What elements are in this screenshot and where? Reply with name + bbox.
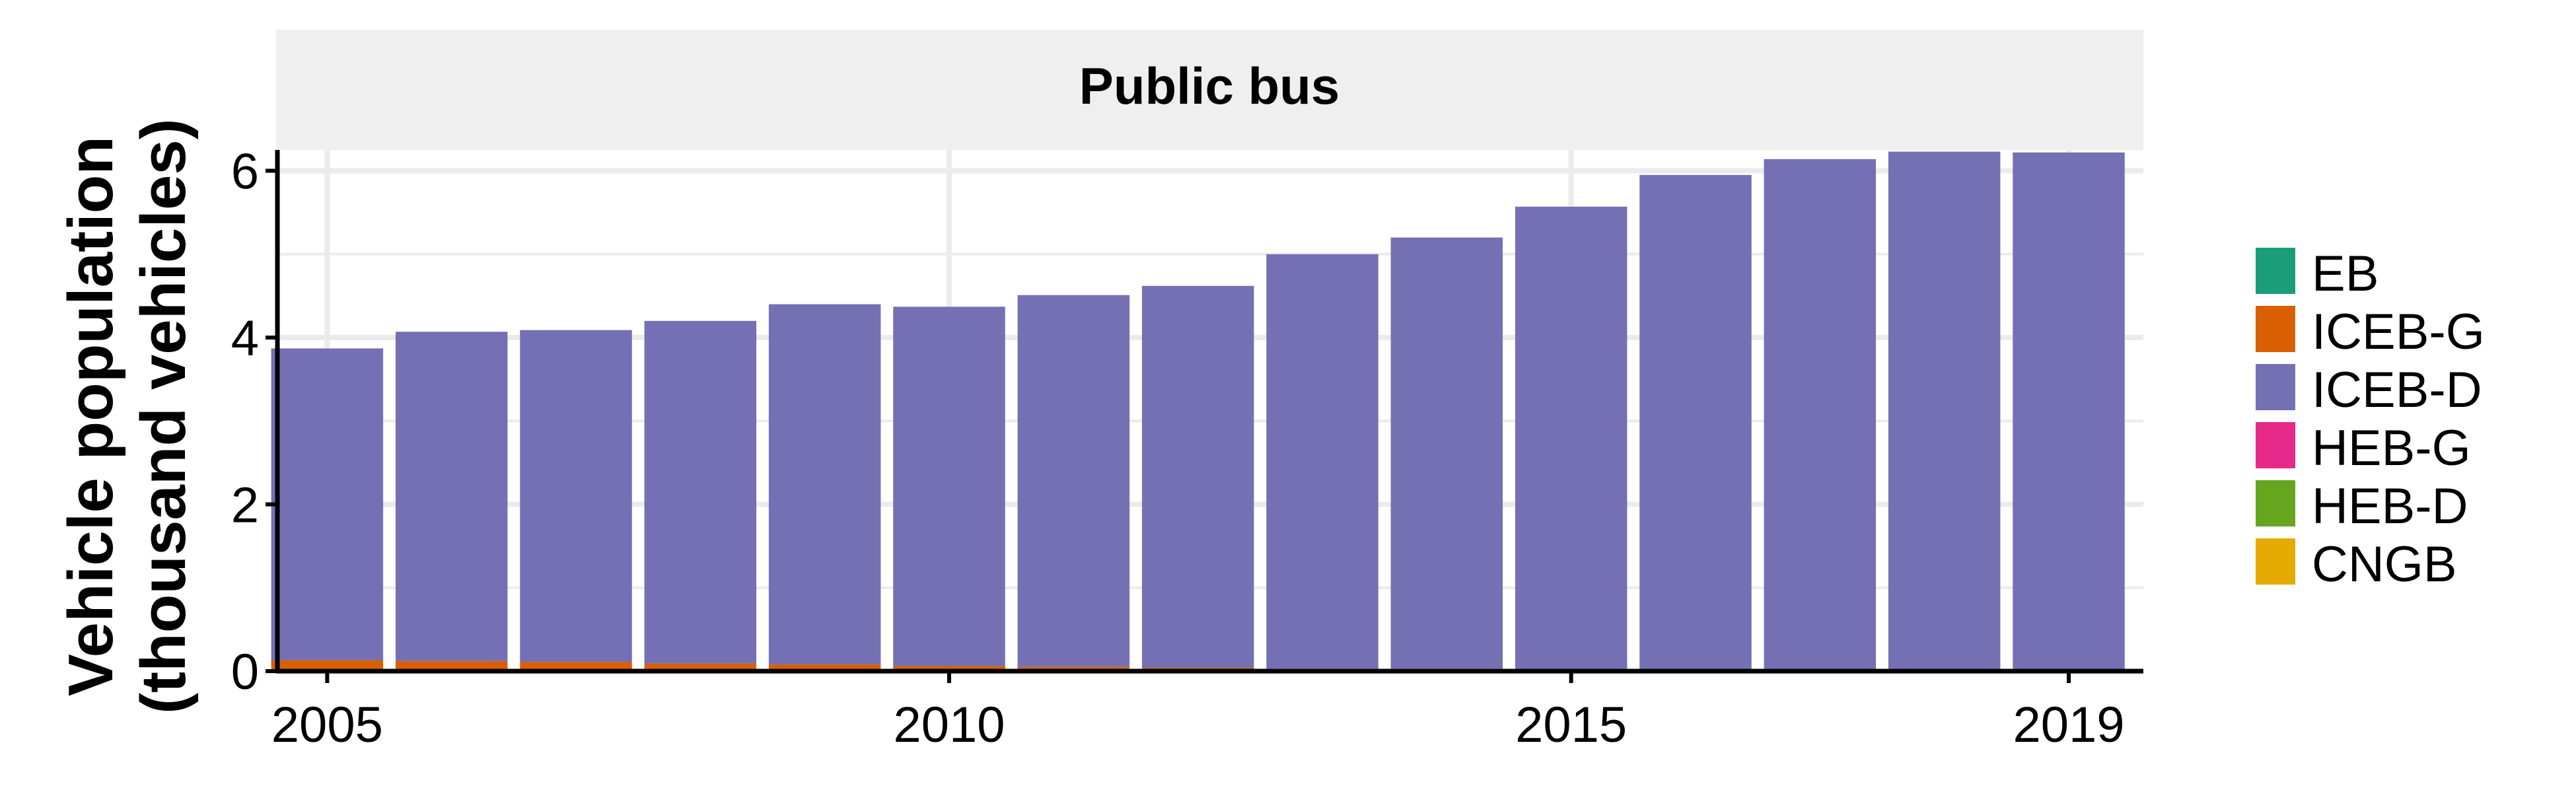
- y-tick-label: 0: [231, 644, 259, 700]
- bar-2010-iceb-g: [893, 666, 1005, 671]
- legend-key-iceb-d: [2256, 364, 2295, 410]
- bars-layer: [271, 151, 2125, 671]
- legend-label-eb: EB: [2312, 246, 2379, 302]
- y-tick-label: 4: [231, 310, 259, 367]
- legend-label-iceb-g: ICEB-G: [2312, 304, 2485, 360]
- bar-2009-iceb-g: [768, 664, 881, 671]
- y-tick-label: 2: [231, 478, 259, 534]
- bar-2012-iceb-d: [1141, 285, 1254, 668]
- bar-2006-iceb-d: [395, 332, 508, 661]
- legend-label-heb-d: HEB-D: [2312, 478, 2468, 534]
- bar-2010-iceb-d: [893, 307, 1005, 667]
- bar-2009-iceb-d: [768, 304, 881, 665]
- strip-background: [276, 30, 2143, 150]
- bar-2015-iceb-d: [1515, 206, 1628, 670]
- y-tick-label: 6: [231, 144, 259, 200]
- bar-2018-iceb-d: [1888, 151, 2001, 670]
- bar-2008-iceb-g: [644, 663, 757, 671]
- legend-key-cngb: [2256, 538, 2295, 585]
- bar-2014-iceb-d: [1390, 237, 1503, 669]
- bar-2005-iceb-g: [271, 660, 384, 671]
- x-tick-label: 2015: [1515, 697, 1627, 753]
- bar-2019-iceb-d: [2013, 152, 2125, 670]
- bar-2011-iceb-d: [1017, 295, 1130, 667]
- axis-layer: 0 2 4 6 2005 2010 2015 2019: [231, 144, 2125, 753]
- legend-key-heb-d: [2256, 480, 2295, 526]
- bar-2017-iceb-d: [1764, 159, 1877, 670]
- y-axis-label-line1: Vehicle population: [55, 136, 126, 696]
- bar-2005-iceb-d: [271, 348, 384, 661]
- legend-key-eb: [2256, 248, 2295, 294]
- legend-key-iceb-g: [2256, 306, 2295, 352]
- x-tick-label: 2010: [893, 697, 1005, 753]
- legend-label-heb-g: HEB-G: [2312, 420, 2471, 476]
- legend-key-heb-g: [2256, 422, 2295, 468]
- legend-label-cngb: CNGB: [2312, 536, 2457, 593]
- bar-2016-iceb-d: [1639, 174, 1752, 670]
- y-axis-label-line2: (thousand vehicles): [128, 118, 199, 714]
- x-tick-label: 2005: [271, 697, 383, 753]
- bar-2013-iceb-d: [1266, 254, 1378, 669]
- bar-2008-iceb-d: [644, 320, 757, 664]
- legend-label-iceb-d: ICEB-D: [2312, 362, 2482, 418]
- x-tick-label: 2019: [2013, 697, 2124, 753]
- facet-title: Public bus: [1079, 57, 1340, 115]
- bar-2006-iceb-g: [395, 661, 508, 671]
- bar-2007-iceb-d: [520, 330, 632, 663]
